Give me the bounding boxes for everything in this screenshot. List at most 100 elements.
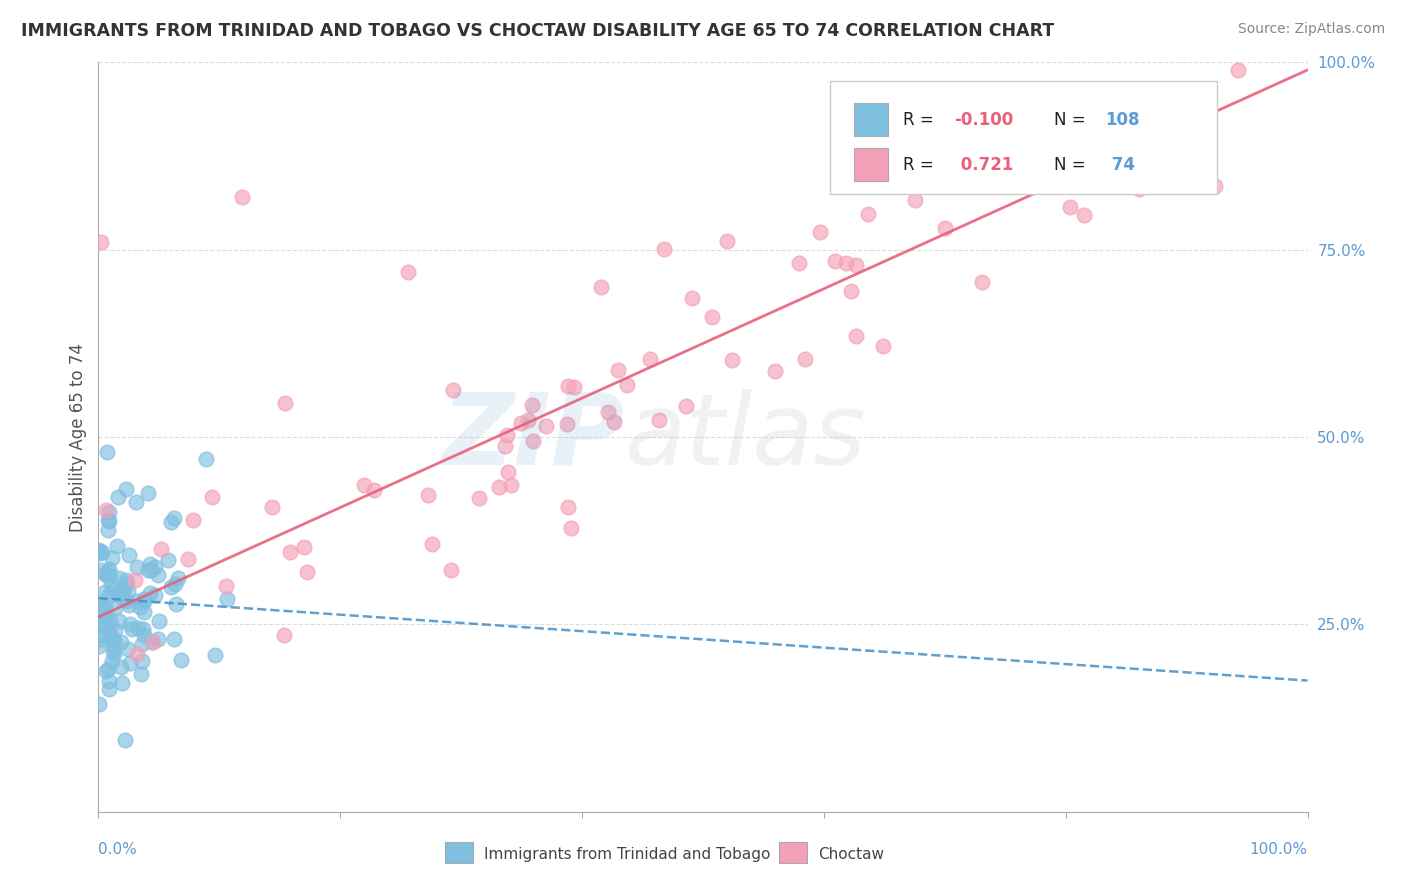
Point xyxy=(1204,178,1226,193)
Point xyxy=(124,573,146,587)
Point xyxy=(562,380,585,394)
Point xyxy=(114,482,136,496)
Point xyxy=(101,633,124,648)
Point xyxy=(141,635,163,649)
Point xyxy=(904,194,927,208)
Point xyxy=(150,542,173,557)
Point xyxy=(165,576,187,591)
Point xyxy=(97,681,120,696)
Point xyxy=(111,676,134,690)
Point xyxy=(100,631,122,645)
Point xyxy=(845,328,868,343)
Point xyxy=(520,398,543,412)
Point xyxy=(148,614,170,628)
Point xyxy=(97,514,120,528)
Point xyxy=(856,207,879,221)
Point xyxy=(103,633,125,648)
Point xyxy=(127,621,149,635)
Text: -0.100: -0.100 xyxy=(955,111,1014,128)
Point xyxy=(1059,200,1081,214)
Point xyxy=(97,523,120,537)
Point xyxy=(416,488,439,502)
Bar xyxy=(855,148,889,181)
Point xyxy=(793,352,815,367)
Text: 0.721: 0.721 xyxy=(955,155,1012,174)
Text: 100.0%: 100.0% xyxy=(1250,842,1308,856)
Point xyxy=(118,548,141,562)
Point xyxy=(97,565,120,579)
Text: Source: ZipAtlas.com: Source: ZipAtlas.com xyxy=(1237,22,1385,37)
Point xyxy=(96,568,118,582)
Point xyxy=(353,478,375,492)
Point xyxy=(105,540,128,554)
Point xyxy=(204,648,226,662)
Point xyxy=(273,628,295,642)
Point xyxy=(273,396,295,410)
Point xyxy=(87,543,110,558)
Point xyxy=(141,564,163,578)
Point xyxy=(89,544,111,558)
Point xyxy=(98,673,121,688)
Point xyxy=(146,568,169,582)
Point xyxy=(787,256,810,270)
Point xyxy=(195,452,218,467)
Point xyxy=(1128,182,1150,196)
Point xyxy=(120,656,142,670)
Point xyxy=(501,478,523,492)
Point xyxy=(420,537,443,551)
Point xyxy=(616,377,638,392)
Text: Choctaw: Choctaw xyxy=(818,847,884,862)
Point xyxy=(96,445,118,459)
Point xyxy=(278,544,301,558)
Point xyxy=(720,353,742,368)
Text: R =: R = xyxy=(903,111,939,128)
Point xyxy=(560,521,582,535)
Text: ZIP: ZIP xyxy=(441,389,624,485)
Point xyxy=(103,647,125,661)
Point xyxy=(652,242,675,256)
Point xyxy=(1094,134,1116,148)
Point xyxy=(115,576,138,591)
Point xyxy=(215,579,238,593)
Point xyxy=(108,571,131,585)
Point xyxy=(108,615,131,629)
Point xyxy=(295,566,318,580)
Text: 0.0%: 0.0% xyxy=(98,842,138,856)
Point xyxy=(165,598,187,612)
Point xyxy=(90,632,112,647)
Point xyxy=(94,619,117,633)
Text: Immigrants from Trinidad and Tobago: Immigrants from Trinidad and Tobago xyxy=(484,847,770,862)
Point xyxy=(104,624,127,638)
Point xyxy=(510,417,533,431)
Point xyxy=(112,581,135,595)
Point xyxy=(124,495,146,509)
Point xyxy=(440,563,463,577)
Point xyxy=(1073,208,1095,222)
Point xyxy=(132,605,155,619)
Point xyxy=(467,491,489,506)
Point xyxy=(606,363,628,377)
Point xyxy=(103,639,125,653)
Point xyxy=(443,383,465,397)
Point xyxy=(681,292,703,306)
Point xyxy=(557,378,579,392)
Point xyxy=(160,515,183,529)
Text: atlas: atlas xyxy=(624,389,866,485)
Point xyxy=(648,413,671,427)
Text: N =: N = xyxy=(1053,111,1091,128)
Point xyxy=(148,632,170,647)
Point xyxy=(125,560,148,574)
Point xyxy=(716,234,738,248)
Point xyxy=(638,351,661,366)
Point xyxy=(127,594,149,608)
Bar xyxy=(855,103,889,136)
Point xyxy=(596,405,619,419)
Point xyxy=(107,490,129,504)
Point xyxy=(143,588,166,602)
Text: 74: 74 xyxy=(1105,155,1135,174)
Point xyxy=(169,653,191,667)
Point xyxy=(104,600,127,615)
Point xyxy=(94,502,117,516)
Point xyxy=(808,225,831,239)
Point xyxy=(90,563,112,577)
